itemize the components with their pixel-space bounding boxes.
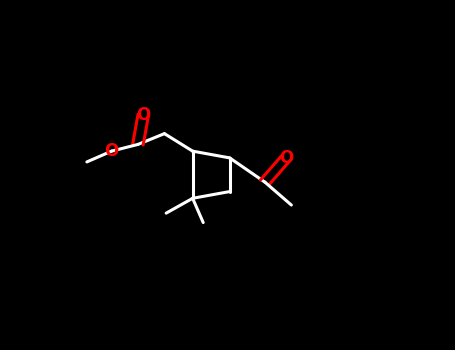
- Text: O: O: [104, 142, 119, 160]
- Text: O: O: [136, 106, 151, 124]
- Text: O: O: [279, 149, 293, 167]
